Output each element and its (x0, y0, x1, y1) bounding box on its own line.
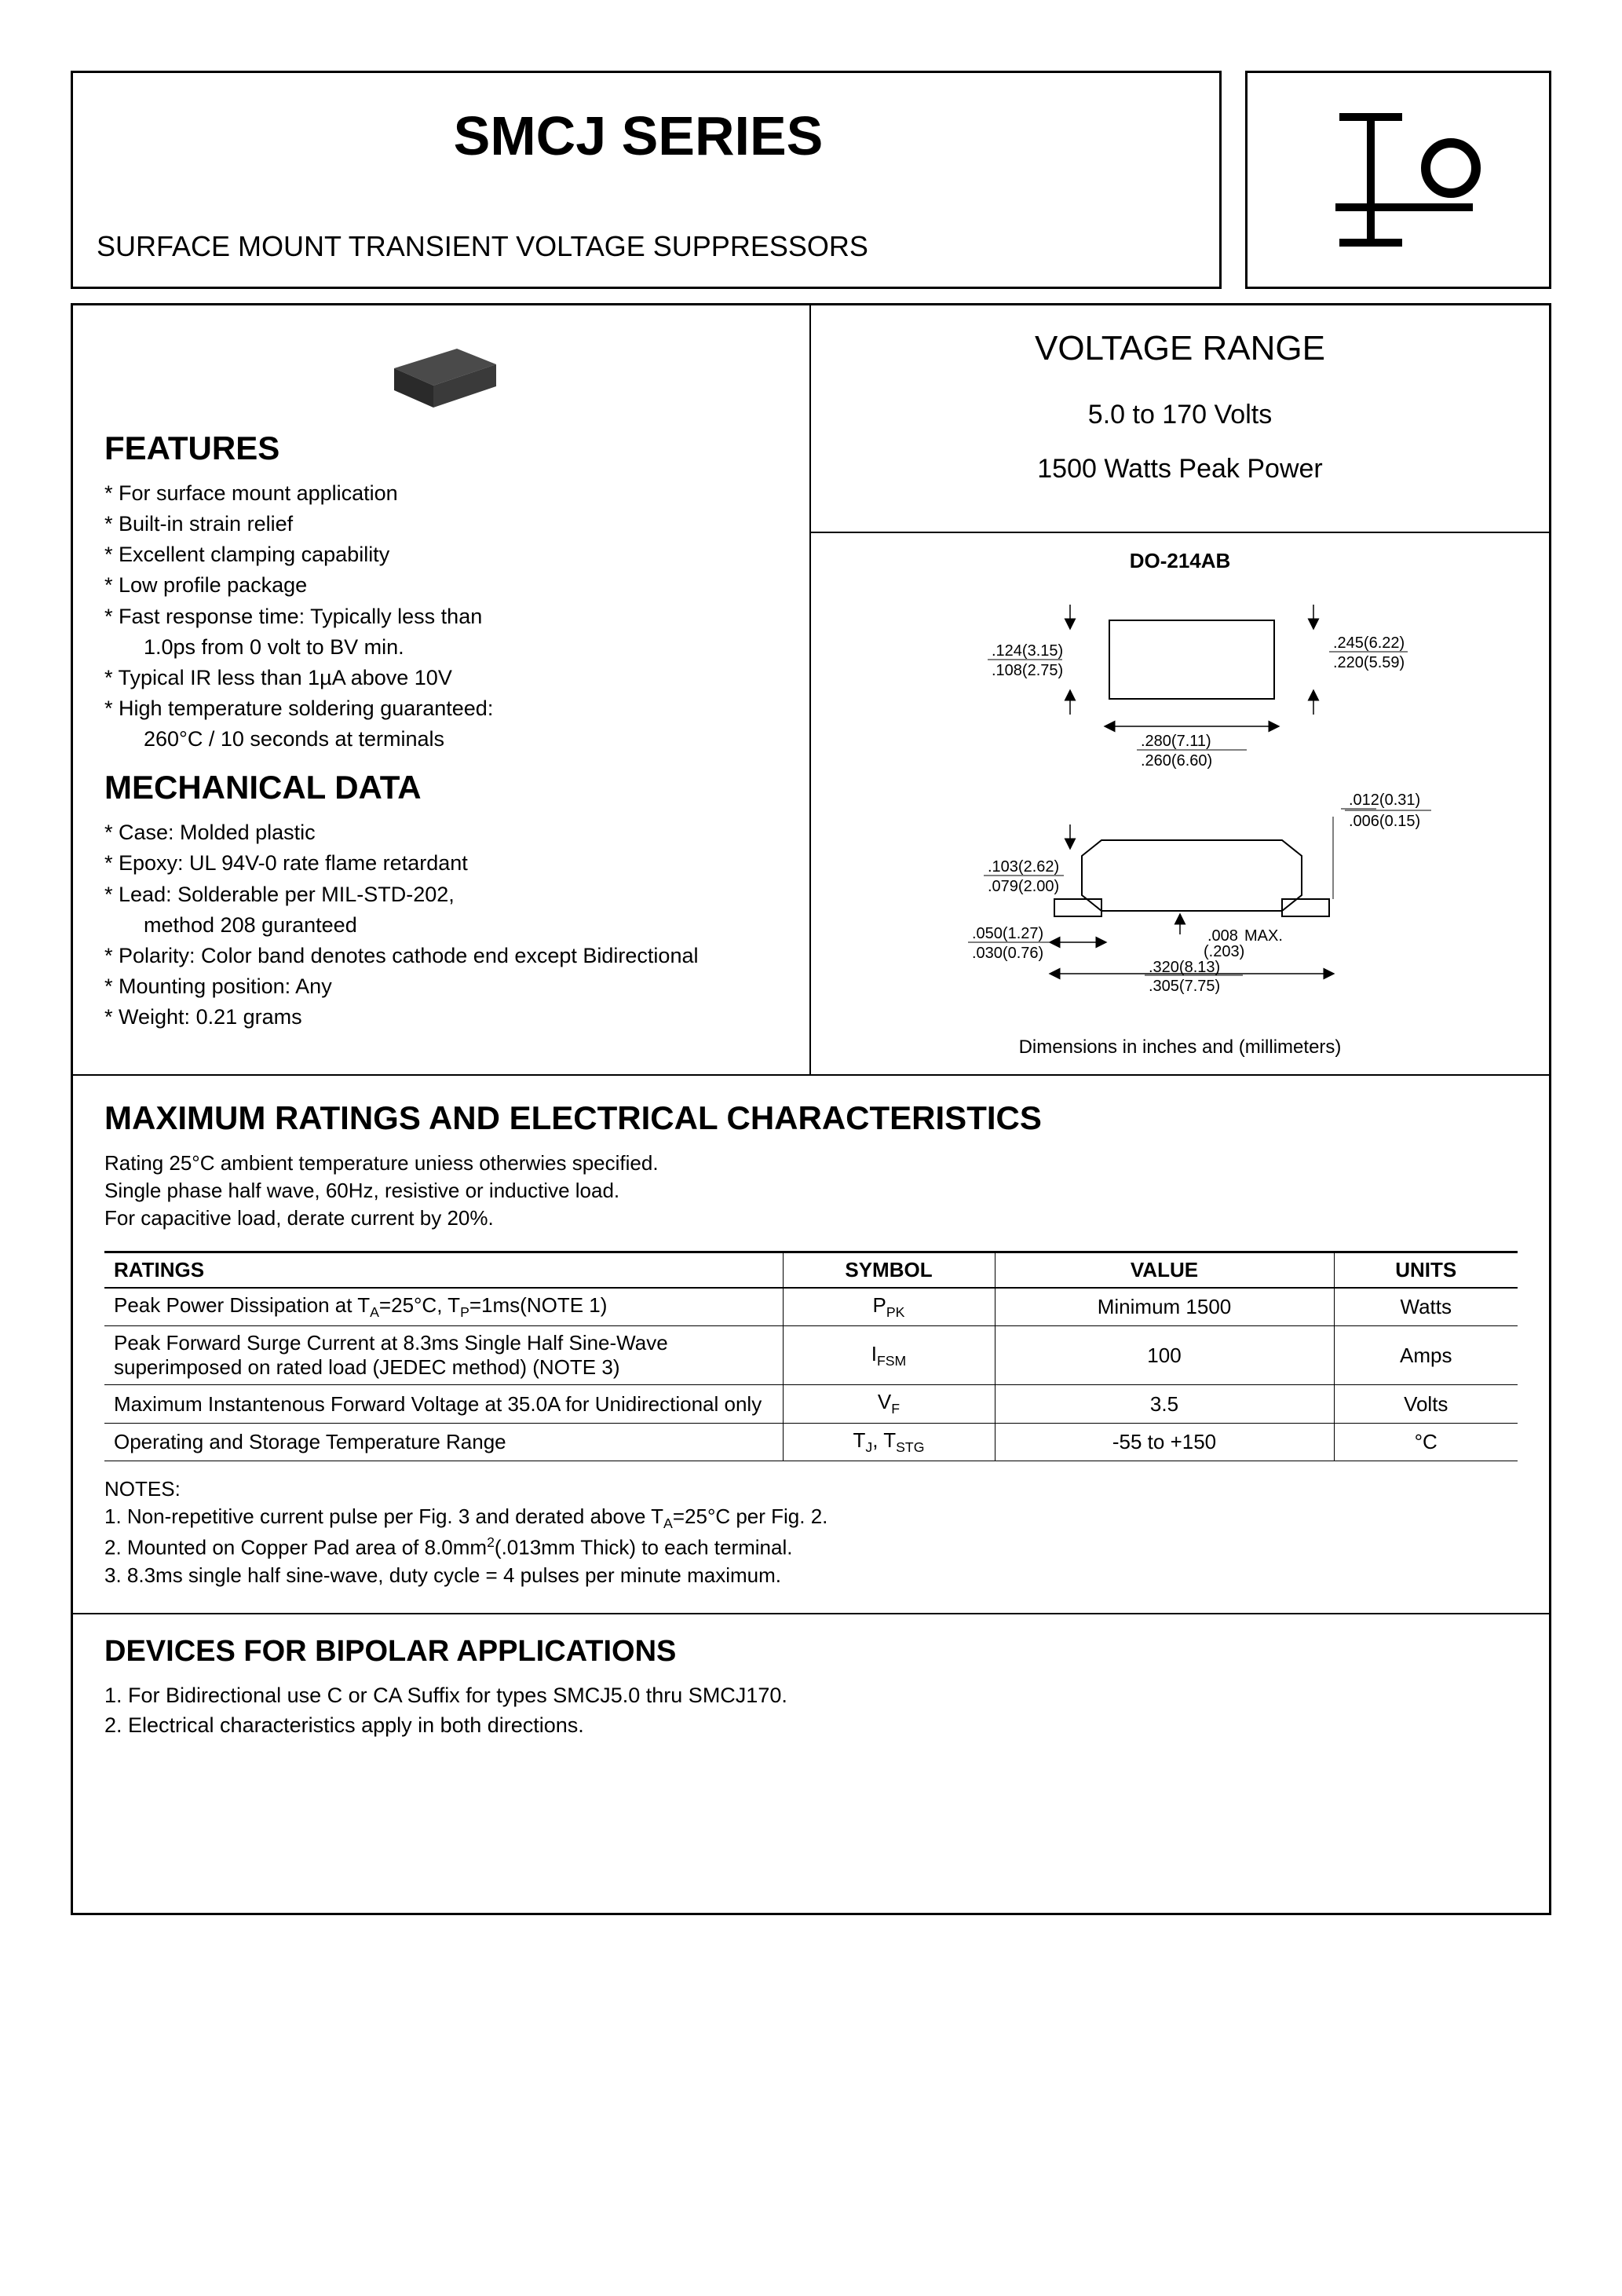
dim-p-max: .320(8.13) (1149, 959, 1220, 976)
datasheet-page: SMCJ SERIES SURFACE MOUNT TRANSIENT VOLT… (71, 71, 1551, 2225)
feature-item: High temperature soldering guaranteed: (104, 693, 778, 724)
table-header: VALUE (995, 1252, 1334, 1289)
ratings-heading: MAXIMUM RATINGS AND ELECTRICAL CHARACTER… (104, 1099, 1518, 1137)
mechanical-item: Mounting position: Any (104, 971, 778, 1002)
table-cell: Minimum 1500 (995, 1288, 1334, 1326)
main-title: SMCJ SERIES (97, 104, 1180, 167)
table-cell: Operating and Storage Temperature Range (104, 1423, 783, 1461)
dim-w-min: .260(6.60) (1141, 752, 1212, 770)
feature-item: Typical IR less than 1µA above 10V (104, 663, 778, 693)
feature-item: Excellent clamping capability (104, 539, 778, 570)
package-3d-icon (371, 329, 512, 415)
table-cell: VF (783, 1385, 995, 1423)
table-cell: Volts (1334, 1385, 1518, 1423)
mechanical-item: Epoxy: UL 94V-0 rate flame retardant (104, 848, 778, 879)
voltage-range-line1: 5.0 to 170 Volts (842, 400, 1518, 430)
mechanical-item: Polarity: Color band denotes cathode end… (104, 941, 778, 971)
table-row: Peak Forward Surge Current at 8.3ms Sing… (104, 1326, 1518, 1385)
notes-heading: NOTES: (104, 1475, 1518, 1503)
logo-box (1245, 71, 1551, 289)
ratings-table: RATINGS SYMBOL VALUE UNITS Peak Power Di… (104, 1251, 1518, 1461)
ratings-intro-line: Rating 25°C ambient temperature uniess o… (104, 1150, 1518, 1177)
feature-item: For surface mount application (104, 478, 778, 509)
ratings-section: MAXIMUM RATINGS AND ELECTRICAL CHARACTER… (73, 1076, 1549, 1614)
package-drawing-box: DO-214AB (811, 533, 1549, 1074)
right-column: VOLTAGE RANGE 5.0 to 170 Volts 1500 Watt… (811, 305, 1549, 1074)
left-column: FEATURES For surface mount application B… (73, 305, 811, 1074)
table-cell: IFSM (783, 1326, 995, 1385)
table-header: UNITS (1334, 1252, 1518, 1289)
feature-item: Fast response time: Typically less than (104, 601, 778, 632)
table-cell: PPK (783, 1288, 995, 1326)
table-header: SYMBOL (783, 1252, 995, 1289)
dim-h-max: .124(3.15) (992, 642, 1063, 660)
feature-item-indent: 1.0ps from 0 volt to BV min. (104, 632, 778, 663)
logo-icon (1308, 93, 1489, 266)
dim-t-max: .245(6.22) (1333, 634, 1405, 652)
mechanical-item-indent: method 208 guranteed (104, 910, 778, 941)
title-box: SMCJ SERIES SURFACE MOUNT TRANSIENT VOLT… (71, 71, 1222, 289)
mechanical-item: Case: Molded plastic (104, 817, 778, 848)
ratings-intro: Rating 25°C ambient temperature uniess o… (104, 1150, 1518, 1232)
table-row: Peak Power Dissipation at TA=25°C, TP=1m… (104, 1288, 1518, 1326)
dim-l-min: .030(0.76) (972, 945, 1043, 962)
note-item: 2. Mounted on Copper Pad area of 8.0mm2(… (104, 1534, 1518, 1562)
table-header-row: RATINGS SYMBOL VALUE UNITS (104, 1252, 1518, 1289)
table-cell: Watts (1334, 1288, 1518, 1326)
table-cell: 3.5 (995, 1385, 1334, 1423)
voltage-range-heading: VOLTAGE RANGE (842, 329, 1518, 368)
voltage-range-line2: 1500 Watts Peak Power (842, 454, 1518, 484)
ratings-intro-line: For capacitive load, derate current by 2… (104, 1205, 1518, 1232)
features-list: For surface mount application Built-in s… (104, 478, 778, 755)
main-content-box: FEATURES For surface mount application B… (71, 303, 1551, 1915)
dim-g-max: .008 (1207, 927, 1238, 945)
table-cell: °C (1334, 1423, 1518, 1461)
dim-w-max: .280(7.11) (1141, 733, 1211, 750)
bipolar-section: DEVICES FOR BIPOLAR APPLICATIONS 1. For … (73, 1614, 1549, 1914)
table-cell: Peak Forward Surge Current at 8.3ms Sing… (104, 1326, 783, 1385)
bipolar-item: 1. For Bidirectional use C or CA Suffix … (104, 1681, 1518, 1711)
feature-item: Low profile package (104, 570, 778, 601)
dim-s-max: .012(0.31) (1349, 792, 1420, 809)
table-cell: Maximum Instantenous Forward Voltage at … (104, 1385, 783, 1423)
table-cell: -55 to +150 (995, 1423, 1334, 1461)
dim-g-suffix: MAX. (1244, 927, 1283, 945)
dim-g-mm: (.203) (1204, 943, 1244, 960)
table-cell: Peak Power Dissipation at TA=25°C, TP=1m… (104, 1288, 783, 1326)
note-item: 1. Non-repetitive current pulse per Fig.… (104, 1503, 1518, 1534)
dimensions-note: Dimensions in inches and (millimeters) (835, 1036, 1525, 1058)
header-row: SMCJ SERIES SURFACE MOUNT TRANSIENT VOLT… (71, 71, 1551, 289)
table-cell: Amps (1334, 1326, 1518, 1385)
notes-block: NOTES: 1. Non-repetitive current pulse p… (104, 1475, 1518, 1589)
mechanical-item: Lead: Solderable per MIL-STD-202, (104, 879, 778, 910)
feature-item: Built-in strain relief (104, 509, 778, 539)
voltage-range-box: VOLTAGE RANGE 5.0 to 170 Volts 1500 Watt… (811, 305, 1549, 533)
dim-b-max: .103(2.62) (988, 858, 1059, 876)
table-cell: TJ, TSTG (783, 1423, 995, 1461)
table-cell: 100 (995, 1326, 1334, 1385)
bipolar-item: 2. Electrical characteristics apply in b… (104, 1711, 1518, 1741)
table-row: Operating and Storage Temperature Range … (104, 1423, 1518, 1461)
bipolar-heading: DEVICES FOR BIPOLAR APPLICATIONS (104, 1635, 1518, 1669)
table-header: RATINGS (104, 1252, 783, 1289)
dim-p-min: .305(7.75) (1149, 978, 1220, 995)
mechanical-list: Case: Molded plastic Epoxy: UL 94V-0 rat… (104, 817, 778, 1033)
subtitle: SURFACE MOUNT TRANSIENT VOLTAGE SUPPRESS… (97, 230, 1180, 263)
dim-b-min: .079(2.00) (988, 878, 1059, 895)
ratings-intro-line: Single phase half wave, 60Hz, resistive … (104, 1177, 1518, 1205)
table-row: Maximum Instantenous Forward Voltage at … (104, 1385, 1518, 1423)
package-drawing-icon: .124(3.15) .108(2.75) .245(6.22) .220(5.… (897, 589, 1463, 1021)
package-label: DO-214AB (835, 549, 1525, 573)
mechanical-item: Weight: 0.21 grams (104, 1002, 778, 1033)
feature-item-indent: 260°C / 10 seconds at terminals (104, 724, 778, 755)
note-item: 3. 8.3ms single half sine-wave, duty cyc… (104, 1562, 1518, 1589)
dim-t-min: .220(5.59) (1333, 654, 1405, 671)
mechanical-heading: MECHANICAL DATA (104, 769, 778, 806)
dim-l-max: .050(1.27) (972, 925, 1043, 942)
dim-h-min: .108(2.75) (992, 662, 1063, 679)
features-heading: FEATURES (104, 430, 778, 467)
upper-section: FEATURES For surface mount application B… (73, 305, 1549, 1076)
dim-s-min: .006(0.15) (1349, 813, 1420, 830)
